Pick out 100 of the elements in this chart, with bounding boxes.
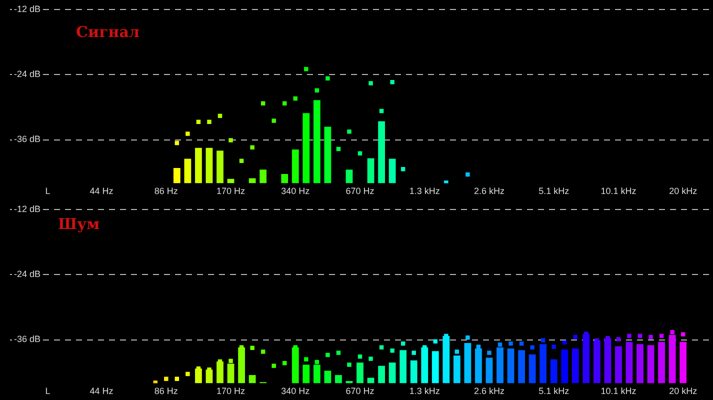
- point: [228, 138, 233, 142]
- x-tick-label: 10.1 kHz: [600, 186, 637, 196]
- text: Сигнал: [76, 22, 140, 41]
- bar: [486, 358, 493, 384]
- bar: [324, 126, 332, 184]
- x-tick-label: 20 kHz: [669, 186, 698, 196]
- point: [272, 118, 276, 123]
- x-tick-label: 5.1 kHz: [538, 386, 570, 396]
- bar: [680, 342, 687, 384]
- bar: [248, 375, 256, 384]
- point: [228, 358, 233, 364]
- point: [326, 352, 330, 358]
- bar: [388, 158, 396, 184]
- x-tick-label: 86 Hz: [154, 186, 178, 196]
- y-tick-label: -24 dB: [14, 269, 41, 280]
- y-tick-label: -12 dB: [14, 4, 41, 14]
- x-tick-label: 20 kHz: [669, 386, 698, 396]
- x-tick-label: 2.6 kHz: [474, 186, 505, 196]
- point: [680, 332, 686, 336]
- point: [540, 338, 546, 342]
- point: [336, 350, 341, 355]
- bar: [464, 343, 472, 384]
- point: [282, 101, 287, 106]
- point: [648, 334, 653, 340]
- point: [207, 120, 212, 124]
- bar: [367, 158, 374, 184]
- bar: [550, 359, 558, 384]
- point: [304, 357, 308, 362]
- point: [444, 180, 448, 184]
- x-tick-label: 340 Hz: [281, 386, 310, 396]
- point: [260, 350, 266, 354]
- x-tick-label: 1.3 kHz: [409, 186, 440, 196]
- point: [347, 129, 352, 134]
- x-tick-label: 44 Hz: [90, 386, 114, 396]
- x-tick-label: 86 Hz: [154, 386, 178, 396]
- bar: [173, 168, 180, 184]
- bar: [335, 375, 342, 384]
- point: [627, 334, 632, 338]
- bar: [626, 342, 633, 384]
- point: [552, 344, 556, 349]
- point: [358, 151, 362, 156]
- point: [466, 172, 470, 177]
- y-tick-label: -36 dB: [14, 334, 41, 344]
- y-tick-label: -36 dB: [14, 134, 41, 144]
- bar: [195, 148, 202, 184]
- bar: [260, 170, 267, 184]
- point: [454, 350, 460, 354]
- point: [466, 335, 470, 340]
- point: [390, 80, 394, 84]
- point: [326, 76, 330, 80]
- bar: [302, 364, 310, 384]
- bar: [281, 174, 288, 184]
- x-tick-label: 670 Hz: [346, 386, 375, 396]
- bar: [410, 360, 418, 384]
- x-tick-label: 170 Hz: [216, 186, 246, 196]
- point: [390, 348, 394, 353]
- bar: [658, 342, 665, 384]
- point: [164, 376, 168, 381]
- bar: [528, 354, 536, 384]
- x-tick-label: L: [45, 386, 50, 396]
- x-tick-label: 670 Hz: [346, 186, 375, 196]
- x-tick-label: 10.1 kHz: [600, 386, 637, 396]
- bar: [400, 350, 407, 384]
- bar: [313, 100, 320, 184]
- bar: [206, 148, 213, 184]
- point: [260, 101, 266, 106]
- bar: [561, 350, 568, 384]
- bar: [346, 170, 353, 184]
- point: [314, 88, 320, 92]
- point: [186, 132, 190, 136]
- bar: [615, 346, 622, 384]
- bar: [647, 345, 654, 384]
- x-tick-label: 5.1 kHz: [538, 186, 570, 196]
- bar: [378, 121, 385, 184]
- chart-title: Шум: [58, 214, 100, 233]
- x-tick-label: 170 Hz: [216, 386, 246, 396]
- point: [347, 362, 352, 367]
- x-tick-label: 1.3 kHz: [409, 386, 440, 396]
- bar: [184, 158, 192, 184]
- bar: [518, 350, 525, 384]
- bar: [572, 348, 579, 384]
- point: [508, 341, 513, 346]
- point: [196, 120, 201, 124]
- point: [498, 342, 502, 347]
- point: [304, 67, 308, 72]
- point: [670, 330, 674, 334]
- bar: [292, 150, 299, 184]
- point: [272, 364, 276, 368]
- bar: [432, 351, 439, 384]
- bar: [636, 344, 644, 384]
- point: [174, 376, 180, 381]
- bar: [378, 366, 385, 384]
- point: [616, 337, 621, 342]
- bar: [302, 113, 310, 184]
- point: [476, 344, 481, 349]
- x-tick-label: L: [45, 186, 50, 196]
- x-tick-label: 44 Hz: [90, 186, 114, 196]
- point: [368, 81, 373, 86]
- point: [412, 350, 416, 355]
- bar: [248, 178, 256, 184]
